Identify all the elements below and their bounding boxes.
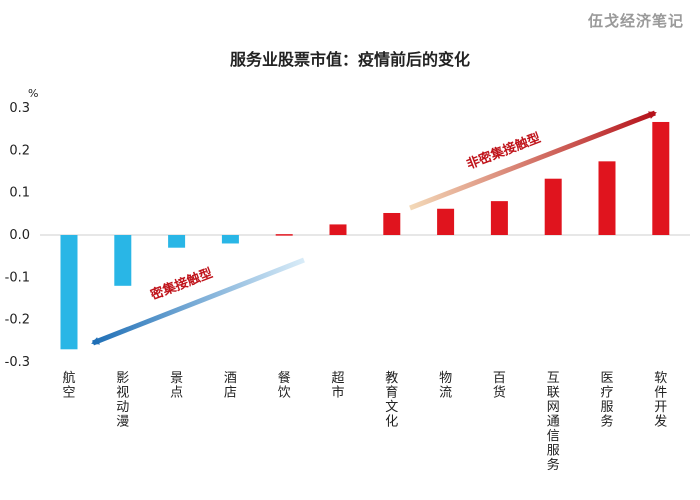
bar-10 [544,178,562,235]
y-tick-label: 0.2 [9,143,30,158]
x-tick-label: 影视动漫 [116,371,129,430]
bar-12 [652,121,670,235]
x-tick-label: 景点 [170,371,183,401]
x-tick-label: 物流 [439,371,452,401]
y-tick-label: -0.2 [5,313,30,328]
y-unit-label: % [28,87,38,100]
non-dense-arrow [409,110,657,211]
dense-arrow [91,257,305,346]
bar-6 [329,224,347,235]
non-dense-label: 非密集接触型 [464,130,543,173]
y-tick-label: 0.1 [9,186,30,201]
x-tick-label: 教育文化 [385,370,398,430]
y-tick-label: 0.3 [9,101,30,116]
bar-9 [490,201,508,235]
y-tick-label: 0.0 [9,228,30,243]
x-tick-label: 百货 [493,371,506,401]
x-tick-label: 互联网通信服务 [547,371,560,473]
chart-title: 服务业股票市值：疫情前后的变化 [229,50,470,69]
bar-1 [60,235,78,350]
bar-7 [383,212,401,235]
bar-11 [598,161,616,235]
x-tick-label: 酒店 [224,371,237,401]
y-tick-label: -0.3 [5,355,30,370]
bar-3 [168,235,186,248]
bar-8 [437,208,455,235]
x-tick-label: 超市 [331,371,344,401]
x-tick-label: 餐饮 [278,370,291,401]
x-tick-label: 航空 [62,370,75,401]
y-tick-label: -0.1 [5,270,30,285]
x-tick-label: 医疗服务 [600,371,613,430]
x-tick-label: 软件开发 [654,371,667,430]
bar-5 [275,234,293,236]
bar-2 [114,235,132,286]
bar-4 [221,235,239,244]
watermark: 伍戈经济笔记 [587,12,684,30]
